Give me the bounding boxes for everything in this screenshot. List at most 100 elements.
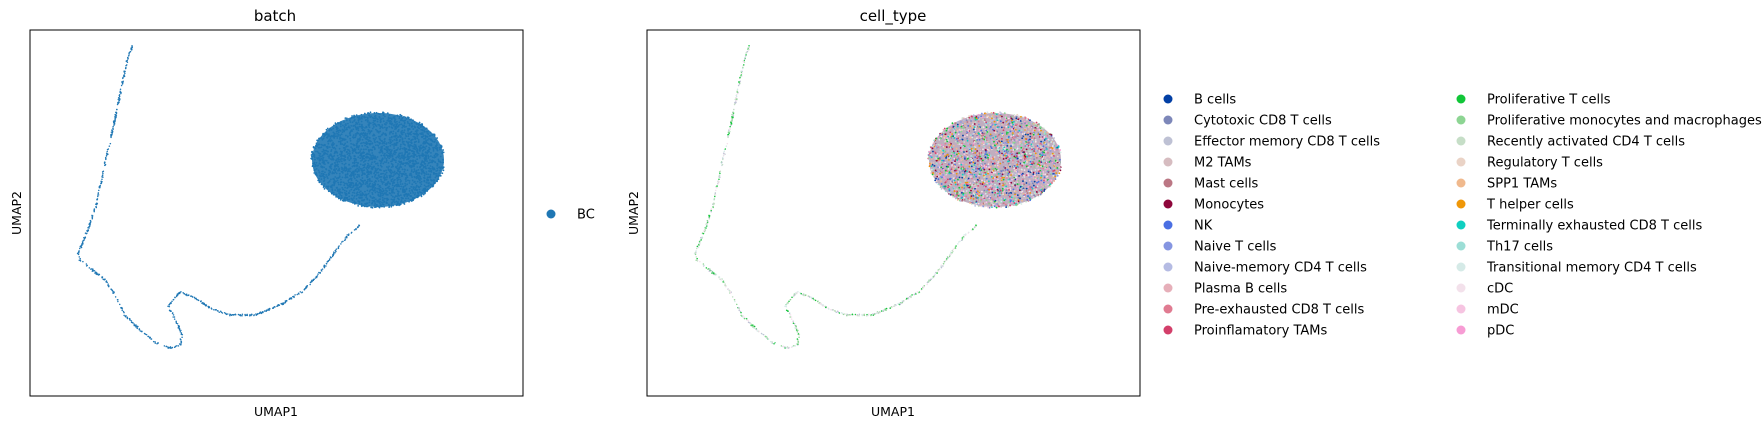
scatter-point — [193, 296, 196, 299]
legend: BC — [546, 208, 595, 223]
scatter-point — [400, 123, 403, 126]
scatter-point — [411, 165, 414, 168]
scatter-point — [965, 126, 968, 129]
scatter-point — [374, 170, 377, 172]
scatter-point — [417, 124, 420, 127]
scatter-point — [357, 148, 360, 151]
scatter-point — [339, 150, 342, 153]
scatter-point — [1018, 119, 1021, 122]
scatter-point — [330, 128, 333, 131]
scatter-point — [1056, 174, 1059, 177]
scatter-point — [378, 117, 381, 119]
scatter-point — [415, 175, 418, 178]
scatter-point — [325, 174, 328, 176]
scatter-point — [994, 112, 997, 115]
scatter-point — [332, 134, 335, 137]
scatter-point — [115, 111, 118, 114]
scatter-point — [405, 176, 408, 179]
scatter-point — [985, 199, 988, 202]
scatter-point — [982, 134, 985, 137]
panel-batch: batch UMAP1 UMAP2 BC — [9, 7, 595, 419]
scatter-point — [417, 192, 420, 195]
scatter-point — [946, 137, 949, 140]
scatter-point — [966, 117, 969, 120]
scatter-point — [409, 192, 412, 194]
scatter-point — [420, 172, 423, 175]
scatter-point — [361, 177, 364, 179]
scatter-point — [973, 180, 976, 183]
scatter-point — [359, 125, 362, 128]
scatter-point — [360, 135, 362, 138]
scatter-point — [400, 143, 402, 146]
scatter-point — [414, 148, 417, 151]
scatter-point — [994, 191, 997, 194]
scatter-point — [329, 171, 331, 174]
scatter-point — [942, 131, 945, 134]
scatter-point — [990, 204, 993, 207]
scatter-point — [392, 200, 395, 203]
scatter-point — [379, 130, 382, 133]
scatter-point — [345, 134, 347, 137]
scatter-point — [400, 118, 403, 121]
scatter-point — [253, 314, 255, 317]
scatter-point — [990, 139, 993, 142]
scatter-point — [960, 158, 962, 160]
scatter-point — [417, 152, 420, 155]
scatter-point — [417, 191, 419, 194]
scatter-point — [1029, 132, 1032, 135]
scatter-point — [938, 161, 941, 164]
scatter-point — [389, 122, 391, 125]
scatter-point — [1044, 155, 1047, 158]
scatter-point — [389, 145, 392, 147]
scatter-point — [981, 142, 984, 145]
scatter-point — [420, 123, 422, 126]
scatter-point — [951, 171, 954, 174]
scatter-point — [1042, 127, 1045, 130]
scatter-point — [259, 311, 261, 314]
scatter-point — [390, 117, 393, 120]
scatter-point — [379, 195, 382, 198]
scatter-point — [301, 291, 303, 294]
scatter-point — [355, 182, 357, 185]
scatter-point — [345, 182, 348, 185]
scatter-point — [347, 157, 349, 160]
scatter-point — [348, 233, 350, 235]
scatter-point — [345, 190, 348, 193]
scatter-point — [346, 153, 349, 156]
scatter-point — [416, 155, 418, 158]
scatter-point — [953, 132, 955, 135]
scatter-point — [373, 112, 376, 114]
scatter-point — [349, 117, 352, 120]
scatter-point — [322, 148, 325, 151]
scatter-point — [379, 202, 381, 205]
scatter-point — [337, 183, 340, 186]
scatter-point — [1042, 145, 1045, 148]
scatter-point — [397, 153, 400, 156]
scatter-point — [337, 181, 340, 184]
scatter-point — [967, 124, 970, 127]
scatter-point — [977, 205, 980, 208]
scatter-point — [432, 146, 434, 149]
scatter-point — [351, 121, 354, 124]
scatter-point — [410, 195, 413, 197]
scatter-point — [959, 181, 962, 184]
scatter-point — [407, 179, 409, 182]
scatter-point — [121, 309, 123, 312]
scatter-point — [1020, 122, 1023, 125]
scatter-point — [429, 134, 432, 137]
scatter-point — [399, 183, 402, 186]
scatter-point — [172, 316, 174, 318]
scatter-point — [369, 142, 372, 145]
scatter-point — [139, 330, 142, 332]
scatter-point — [411, 159, 413, 162]
scatter-point — [354, 201, 357, 204]
scatter-point — [982, 148, 984, 151]
scatter-point — [373, 139, 376, 142]
scatter-point — [1014, 128, 1017, 131]
scatter-point — [381, 190, 384, 193]
scatter-point — [351, 186, 354, 189]
scatter-point — [358, 202, 361, 205]
scatter-point — [429, 176, 432, 179]
scatter-point — [320, 175, 323, 178]
scatter-point — [1056, 169, 1058, 172]
